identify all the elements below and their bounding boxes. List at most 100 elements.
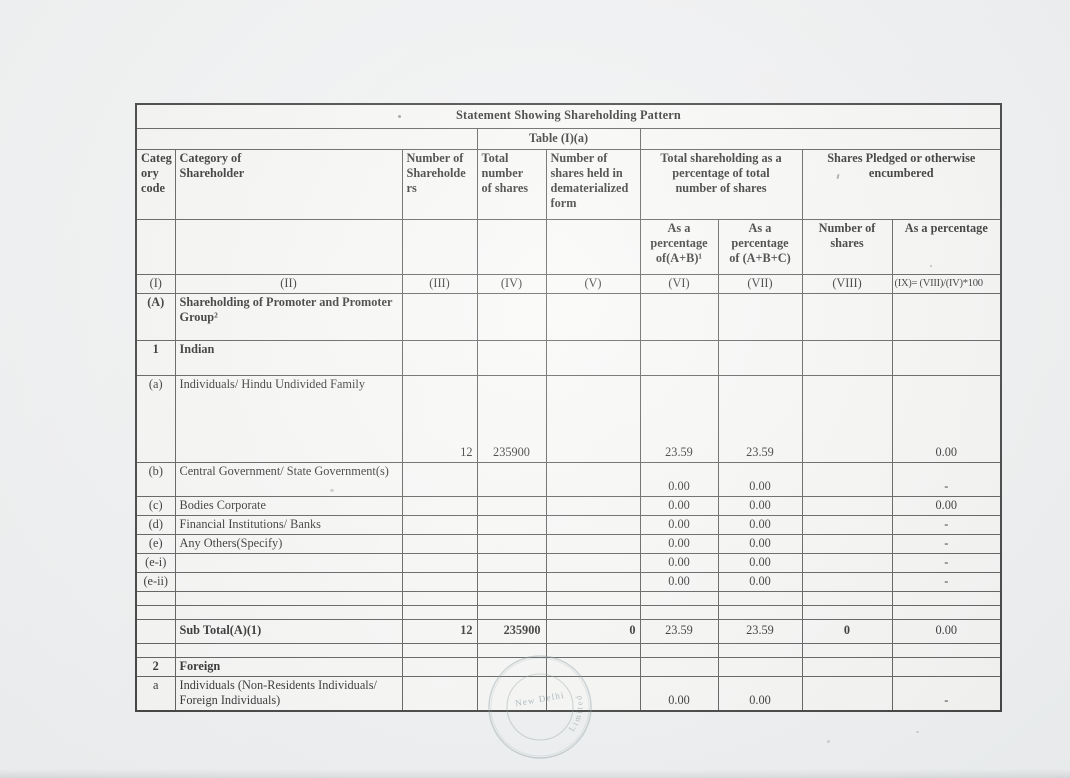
- cell-e-ii-n8: [801, 571, 893, 592]
- cell-spacer-1-n5: [545, 590, 641, 606]
- header2-blank-1: [135, 218, 176, 275]
- cell-e-ii-n6: 0.00: [639, 571, 719, 592]
- cell-e-ii-n4: [476, 571, 547, 592]
- scan-speck: [916, 731, 919, 733]
- cell-financial-institutions-n5: [545, 514, 641, 535]
- cell-bodies-corporate-n4: [476, 495, 547, 516]
- header-total-shareholding-group: Total shareholding as a percentage of to…: [639, 148, 803, 220]
- cell-nri-individuals-label: Individuals (Non-Residents Individuals/ …: [174, 675, 403, 711]
- cell-spacer-3-n6: [639, 642, 719, 658]
- cell-subtotal-a1-n7: 23.59: [717, 618, 803, 644]
- cell-central-govt-n5: [545, 461, 641, 497]
- table-row-nri-individuals: a Individuals (Non-Residents Individuals/…: [135, 675, 1002, 711]
- column-index-row: (I) (II) (III) (IV) (V) (VI) (VII) (VIII…: [135, 273, 1002, 294]
- cell-indian-n5: [545, 339, 641, 376]
- cell-central-govt-n6: 0.00: [639, 461, 719, 497]
- cell-subtotal-a1-label: Sub Total(A)(1): [174, 618, 403, 644]
- cell-spacer-1-code: [135, 590, 176, 606]
- cell-bodies-corporate-n3: [401, 495, 478, 516]
- cell-e-i-n9: -: [891, 552, 1002, 573]
- cell-financial-institutions-label: Financial Institutions/ Banks: [174, 514, 403, 535]
- cell-subtotal-a1-n6: 23.59: [639, 618, 719, 644]
- cell-nri-individuals-n4: [476, 675, 547, 711]
- cell-e-ii-n5: [545, 571, 641, 592]
- cell-nri-individuals-code: a: [135, 675, 176, 711]
- col-index-V: (V): [545, 273, 641, 294]
- cell-central-govt-n4: [476, 461, 547, 497]
- cell-promoter-group-label: Shareholding of Promoter and Promoter Gr…: [174, 292, 403, 341]
- cell-e-i-n7: 0.00: [717, 552, 803, 573]
- cell-subtotal-a1-n8: 0: [801, 618, 893, 644]
- cell-bodies-corporate-label: Bodies Corporate: [174, 495, 403, 516]
- cell-e-ii-label: [174, 571, 403, 592]
- cell-nri-individuals-n5: [545, 675, 641, 711]
- cell-indian-n8: [801, 339, 893, 376]
- cell-any-others-n8: [801, 533, 893, 554]
- header-category-of-shareholder: Category of Shareholder: [174, 148, 403, 220]
- cell-e-ii-n3: [401, 571, 478, 592]
- header2-blank-3: [401, 218, 478, 275]
- cell-foreign-n4: [476, 656, 547, 677]
- scan-speck: [330, 489, 334, 492]
- cell-any-others-code: (e): [135, 533, 176, 554]
- cell-indian-code: 1: [135, 339, 176, 376]
- cell-spacer-2-n6: [639, 604, 719, 620]
- cell-nri-individuals-n6: 0.00: [639, 675, 719, 711]
- cell-spacer-2-n8: [801, 604, 893, 620]
- cell-financial-institutions-n3: [401, 514, 478, 535]
- cell-financial-institutions-n8: [801, 514, 893, 535]
- cell-indian-n3: [401, 339, 478, 376]
- header-row-1: Categ ory code Category of Shareholder N…: [135, 148, 1002, 220]
- cell-foreign-n6: [639, 656, 719, 677]
- cell-spacer-3-label: [174, 642, 403, 658]
- cell-financial-institutions-n9: -: [891, 514, 1002, 535]
- cell-foreign-n7: [717, 656, 803, 677]
- title-row: Statement Showing Shareholding Pattern: [135, 103, 1002, 129]
- cell-nri-individuals-n3: [401, 675, 478, 711]
- cell-e-i-n4: [476, 552, 547, 573]
- cell-promoter-group-n3: [401, 292, 478, 341]
- cell-any-others-n6: 0.00: [639, 533, 719, 554]
- subtitle-right-blank: [639, 127, 1002, 150]
- cell-foreign-n5: [545, 656, 641, 677]
- col-index-I: (I): [135, 273, 176, 294]
- cell-bodies-corporate-n9: 0.00: [891, 495, 1002, 516]
- cell-spacer-2-n3: [401, 604, 478, 620]
- document-subtitle: Table (I)(a): [476, 127, 641, 150]
- header-demat-shares: Number of shares held in dematerialized …: [545, 148, 641, 220]
- cell-subtotal-a1-n3: 12: [401, 618, 478, 644]
- table-row-e-ii: (e-ii) 0.00 0.00 -: [135, 571, 1002, 592]
- cell-central-govt-n3: [401, 461, 478, 497]
- cell-spacer-1-n7: [717, 590, 803, 606]
- cell-spacer-2-n4: [476, 604, 547, 620]
- cell-spacer-3-n5: [545, 642, 641, 658]
- table-row-e-i: (e-i) 0.00 0.00 -: [135, 552, 1002, 573]
- header-row-2: As a percentage of(A+B)¹ As a percentage…: [135, 218, 1002, 275]
- cell-promoter-group-code: (A): [135, 292, 176, 341]
- cell-promoter-group-n8: [801, 292, 893, 341]
- cell-indian-n9: [891, 339, 1002, 376]
- cell-bodies-corporate-n7: 0.00: [717, 495, 803, 516]
- cell-any-others-n5: [545, 533, 641, 554]
- cell-individuals-huf-n8: [801, 374, 893, 463]
- cell-individuals-huf-n5: [545, 374, 641, 463]
- cell-bodies-corporate-n5: [545, 495, 641, 516]
- col-index-III: (III): [401, 273, 478, 294]
- table-row-indian: 1 Indian: [135, 339, 1002, 376]
- cell-indian-label: Indian: [174, 339, 403, 376]
- table-row-any-others: (e) Any Others(Specify) 0.00 0.00 -: [135, 533, 1002, 554]
- cell-foreign-code: 2: [135, 656, 176, 677]
- cell-individuals-huf-label: Individuals/ Hindu Undivided Family: [174, 374, 403, 463]
- header-number-of-shareholders: Number of Shareholde rs: [401, 148, 478, 220]
- shareholding-pattern-table: Statement Showing Shareholding Pattern T…: [135, 103, 1002, 712]
- cell-e-i-n6: 0.00: [639, 552, 719, 573]
- header-pct-a-plus-b: As a percentage of(A+B)¹: [639, 218, 719, 275]
- cell-e-i-n8: [801, 552, 893, 573]
- col-index-VI: (VI): [639, 273, 719, 294]
- header-total-number-of-shares: Total number of shares: [476, 148, 547, 220]
- cell-indian-n4: [476, 339, 547, 376]
- cell-central-govt-n7: 0.00: [717, 461, 803, 497]
- table-row-spacer-2: [135, 604, 1002, 620]
- header2-blank-2: [174, 218, 403, 275]
